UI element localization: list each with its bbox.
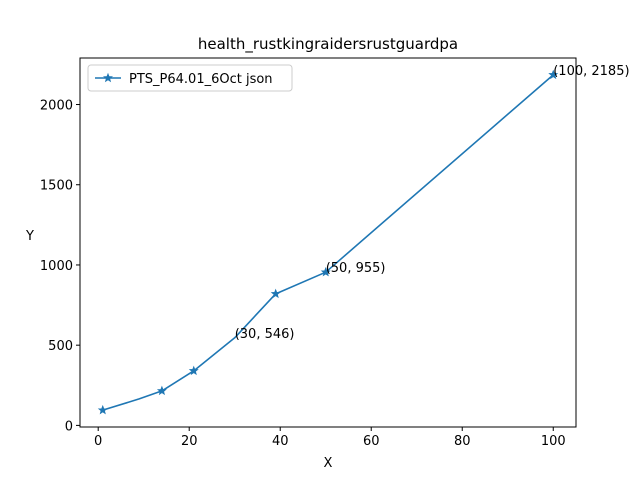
data-annotation: (100, 2185) xyxy=(553,64,629,79)
data-point-marker xyxy=(97,404,108,415)
x-tick-label: 20 xyxy=(181,434,198,449)
data-annotation: (50, 955) xyxy=(326,261,386,276)
x-tick-label: 60 xyxy=(363,434,380,449)
x-axis-label: X xyxy=(324,456,333,471)
y-tick-label: 500 xyxy=(48,339,73,354)
data-point-marker xyxy=(156,385,167,396)
series-line xyxy=(102,74,554,411)
data-point-marker xyxy=(320,266,331,277)
y-tick-label: 0 xyxy=(65,419,73,434)
data-point-marker xyxy=(188,365,199,376)
legend-label: PTS_P64.01_6Oct json xyxy=(129,72,273,87)
x-tick-label: 80 xyxy=(454,434,471,449)
y-tick-label: 2000 xyxy=(40,99,73,114)
legend-box xyxy=(87,64,293,92)
data-point-marker xyxy=(270,288,281,299)
x-tick-label: 100 xyxy=(541,434,566,449)
y-axis-label: Y xyxy=(25,229,34,244)
x-tick-label: 40 xyxy=(272,434,289,449)
legend-marker-sample xyxy=(103,72,113,83)
chart-title: health_rustkingraidersrustguardpa xyxy=(198,35,458,54)
data-annotation: (30, 546) xyxy=(235,327,295,342)
y-tick-label: 1000 xyxy=(40,259,73,274)
x-tick-label: 0 xyxy=(94,434,102,449)
axes-frame xyxy=(79,57,577,428)
y-tick-label: 1500 xyxy=(40,179,73,194)
data-point-marker xyxy=(548,69,559,80)
